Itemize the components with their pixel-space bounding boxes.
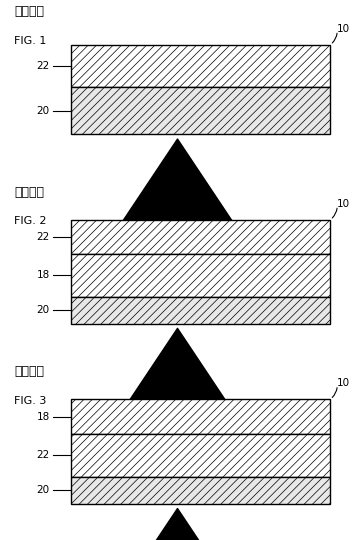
Text: 10: 10 <box>337 24 350 33</box>
Bar <box>71 477 330 504</box>
Text: 20: 20 <box>37 105 50 116</box>
Text: 『図１』: 『図１』 <box>14 5 44 18</box>
Bar <box>71 399 330 434</box>
Bar <box>71 86 330 134</box>
Text: 『図２』: 『図２』 <box>14 186 44 199</box>
Bar <box>71 297 330 324</box>
Text: 10: 10 <box>337 378 350 388</box>
Text: 22: 22 <box>37 450 50 460</box>
Text: 20: 20 <box>37 485 50 495</box>
Text: FIG. 2: FIG. 2 <box>14 216 47 226</box>
Text: FIG. 1: FIG. 1 <box>14 36 47 46</box>
Text: 10: 10 <box>337 199 350 208</box>
Text: 22: 22 <box>37 60 50 71</box>
Text: 18: 18 <box>37 411 50 422</box>
Bar <box>71 45 330 86</box>
Text: 22: 22 <box>37 232 50 242</box>
Text: FIG. 3: FIG. 3 <box>14 396 47 406</box>
Bar <box>71 254 330 297</box>
Text: 18: 18 <box>37 271 50 280</box>
Bar <box>71 434 330 477</box>
Text: 20: 20 <box>37 305 50 315</box>
Text: 『図３』: 『図３』 <box>14 365 44 378</box>
Bar <box>71 220 330 254</box>
